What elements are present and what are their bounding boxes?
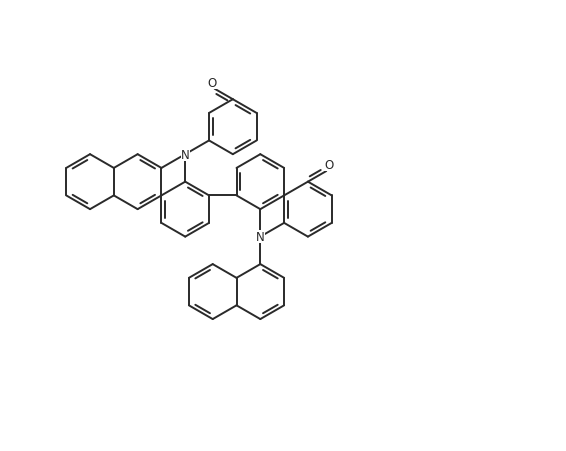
Text: N: N <box>181 148 190 161</box>
Text: O: O <box>324 159 333 172</box>
Text: N: N <box>256 230 265 244</box>
Text: O: O <box>207 77 217 90</box>
